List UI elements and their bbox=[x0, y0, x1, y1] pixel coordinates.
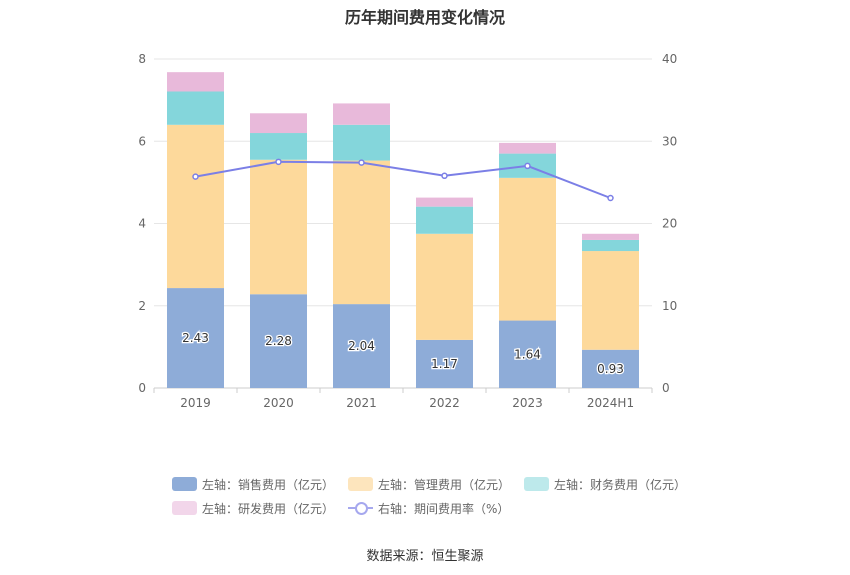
y-left-tick-label: 4 bbox=[138, 217, 146, 231]
chart-legend: 左轴：销售费用（亿元） 左轴：管理费用（亿元） 左轴：财务费用（亿元） 左轴：研… bbox=[172, 472, 732, 520]
legend-item-rnd[interactable]: 左轴：研发费用（亿元） bbox=[172, 500, 334, 517]
expense-ratio-point bbox=[524, 162, 531, 170]
y-right-tick-label: 20 bbox=[662, 217, 677, 231]
x-tick-label: 2023 bbox=[512, 396, 543, 410]
expense-ratio-point bbox=[607, 194, 614, 202]
bar-segment-4 bbox=[499, 142, 556, 154]
legend-swatch-sales bbox=[172, 477, 197, 491]
bar-segment-4 bbox=[250, 113, 307, 134]
bar-segment-4 bbox=[333, 103, 390, 125]
chart-title: 历年期间费用变化情况 bbox=[344, 8, 505, 27]
bar-segment-1 bbox=[333, 304, 390, 388]
legend-item-expense-ratio[interactable]: 右轴：期间费用率（%） bbox=[348, 500, 509, 517]
bar-segment-2 bbox=[333, 160, 390, 305]
expense-ratio-point bbox=[358, 159, 365, 166]
bar-data-label: 2.28 bbox=[265, 334, 292, 348]
x-tick-label: 2022 bbox=[429, 396, 460, 410]
bar-data-label: 2.04 bbox=[348, 339, 375, 353]
legend-label-admin: 左轴：管理费用（亿元） bbox=[378, 477, 511, 492]
bar-segment-1 bbox=[499, 320, 556, 388]
bar-data-label: 0.93 bbox=[597, 362, 624, 376]
y-left-tick-label: 0 bbox=[138, 381, 146, 395]
y-left-tick-label: 6 bbox=[138, 134, 146, 148]
x-tick-label: 2019 bbox=[180, 396, 211, 410]
bar-segment-3 bbox=[416, 206, 473, 234]
bar-data-label: 2.43 bbox=[182, 331, 209, 345]
bar-segment-3 bbox=[167, 91, 224, 125]
x-tick-label: 2021 bbox=[346, 396, 377, 410]
expense-ratio-line bbox=[195, 160, 611, 199]
bar-segment-3 bbox=[333, 124, 390, 161]
y-right-tick-label: 0 bbox=[662, 381, 670, 395]
bar-segment-1 bbox=[250, 294, 307, 388]
bar-segment-2 bbox=[250, 159, 307, 295]
y-right-tick-label: 10 bbox=[662, 299, 677, 313]
legend-label-expense-ratio: 右轴：期间费用率（%） bbox=[378, 501, 510, 516]
bar-segment-2 bbox=[416, 233, 473, 340]
x-tick-label: 2024H1 bbox=[587, 396, 634, 410]
bar-segment-2 bbox=[499, 177, 556, 321]
legend-label-finance: 左轴：财务费用（亿元） bbox=[554, 477, 687, 492]
legend-swatch-expense-ratio bbox=[348, 501, 374, 515]
bar-segment-3 bbox=[250, 133, 307, 160]
legend-item-finance[interactable]: 左轴：财务费用（亿元） bbox=[524, 476, 686, 493]
data-source-note: 数据来源：恒生聚源 bbox=[366, 549, 484, 564]
y-left-tick-label: 2 bbox=[138, 299, 146, 313]
legend-swatch-finance bbox=[524, 477, 550, 491]
expense-ratio-point bbox=[192, 173, 199, 180]
bar-segment-3 bbox=[582, 239, 639, 252]
bar-segment-4 bbox=[582, 233, 639, 240]
legend-label-rnd: 左轴：研发费用（亿元） bbox=[202, 501, 335, 516]
legend-label-sales: 左轴：销售费用（亿元） bbox=[202, 477, 335, 492]
y-right-tick-label: 40 bbox=[662, 52, 677, 66]
y-right-tick-label: 30 bbox=[662, 134, 677, 148]
legend-swatch-rnd bbox=[172, 501, 197, 515]
bar-segment-1 bbox=[416, 339, 473, 388]
legend-swatch-admin bbox=[348, 477, 374, 491]
expense-ratio-point bbox=[441, 172, 448, 180]
chart-plot: 0 2 4 6 8 0 10 20 30 40 2019 2020 2021 2022 2023 2024H1… bbox=[138, 52, 677, 410]
bar-segment-1 bbox=[582, 349, 639, 388]
bar-data-label: 1.64 bbox=[514, 347, 541, 361]
legend-item-admin[interactable]: 左轴：管理费用（亿元） bbox=[348, 476, 510, 493]
bar-segment-1 bbox=[167, 288, 224, 388]
y-left-tick-label: 8 bbox=[138, 52, 146, 66]
bar-segment-2 bbox=[167, 124, 224, 289]
legend-item-sales[interactable]: 左轴：销售费用（亿元） bbox=[172, 476, 334, 493]
bar-segment-2 bbox=[582, 251, 639, 350]
bar-segment-4 bbox=[167, 72, 224, 92]
expense-ratio-point bbox=[275, 158, 282, 166]
bar-data-label: 1.17 bbox=[431, 357, 458, 371]
x-tick-label: 2020 bbox=[263, 396, 294, 410]
bar-segment-4 bbox=[416, 197, 473, 207]
